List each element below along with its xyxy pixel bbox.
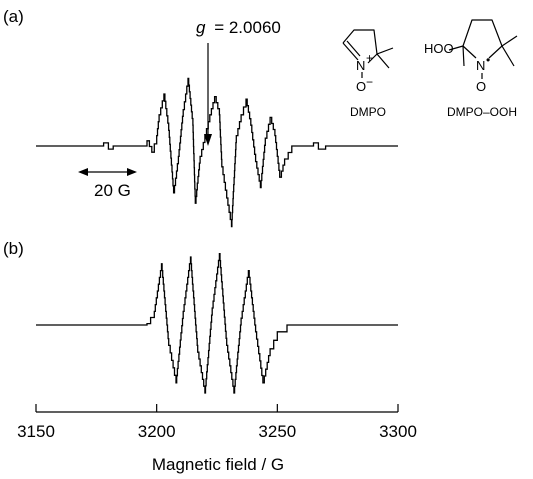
x-tick-label-3250: 3250 <box>258 422 296 441</box>
dmpo-ooh-hoo-group: HOO <box>424 41 454 56</box>
dmpo-ooh-cn-bonds <box>462 45 503 59</box>
dmpo-ring-bonds <box>342 29 378 55</box>
spectrum-trace-a <box>36 77 398 228</box>
dmpo-ooh-radical-dot: • <box>486 53 490 67</box>
g-value: = 2.0060 <box>214 18 281 37</box>
x-tick-label-3200: 3200 <box>138 422 176 441</box>
dmpo-methyl-bonds <box>367 47 394 69</box>
dmpo-ooh-substituent-bonds <box>448 35 518 67</box>
svg-text:g = 2.0060: g = 2.0060 <box>196 18 281 37</box>
g-symbol: g <box>196 18 206 37</box>
dmpo-structure: N + O − DMPO <box>342 29 394 119</box>
panel-label-a: (a) <box>3 7 24 26</box>
dmpo-oxygen: O <box>356 79 366 94</box>
dmpo-ooh-oxygen: O <box>476 79 486 94</box>
x-axis: 3150 3200 3250 3300 <box>17 404 417 441</box>
x-tick-label-3150: 3150 <box>17 422 55 441</box>
g-arrowhead <box>204 134 212 146</box>
dmpo-minus-charge: − <box>366 75 373 89</box>
scale-bar-left-arrowhead <box>78 168 88 176</box>
dmpo-nitrogen: N <box>356 58 365 73</box>
scale-bar-label: 20 G <box>94 181 131 200</box>
scale-bar-right-arrowhead <box>127 168 137 176</box>
dmpo-label: DMPO <box>350 105 386 119</box>
x-axis-label: Magnetic field / G <box>152 455 284 474</box>
dmpo-ooh-label: DMPO–OOH <box>447 105 517 119</box>
scale-bar: 20 G <box>78 168 137 200</box>
panel-label-b: (b) <box>3 239 24 258</box>
g-value-annotation: g = 2.0060 <box>196 18 281 146</box>
dmpo-ooh-nitrogen: N <box>476 58 485 73</box>
dmpo-cn-double-bond-inner <box>346 40 361 57</box>
dmpo-ooh-ring-bonds <box>462 19 503 47</box>
x-tick-label-3300: 3300 <box>379 422 417 441</box>
dmpo-cn-double-bond <box>342 42 359 61</box>
spectrum-trace-b <box>36 252 398 394</box>
dmpo-plus-charge: + <box>366 51 373 65</box>
dmpo-ooh-structure: HOO N • O DMPO–OOH <box>424 19 518 119</box>
